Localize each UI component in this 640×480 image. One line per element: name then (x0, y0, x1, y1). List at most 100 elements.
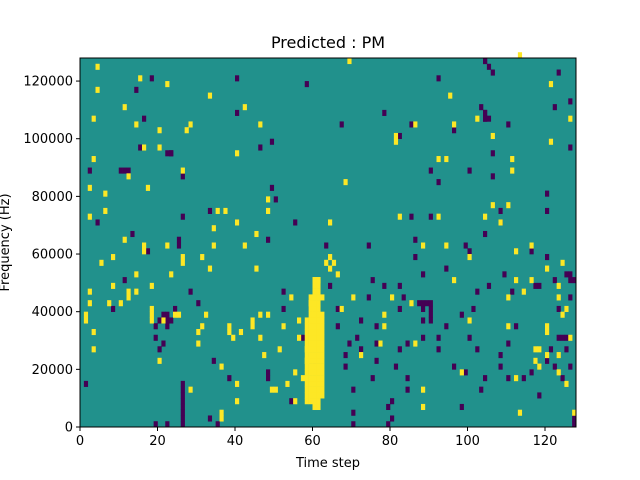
high-value-cell (324, 259, 329, 266)
high-value-cell (126, 173, 131, 180)
low-value-cell (180, 421, 185, 428)
low-value-cell (397, 305, 402, 312)
low-value-cell (548, 346, 554, 353)
high-value-cell (87, 213, 92, 220)
high-value-cell (254, 230, 259, 238)
high-value-cell (304, 340, 309, 347)
low-value-cell (452, 127, 457, 134)
high-value-cell (316, 300, 321, 307)
high-value-cell (304, 386, 309, 393)
x-tick-label: 100 (455, 434, 480, 449)
high-value-cell (227, 328, 232, 336)
high-value-cell (308, 375, 313, 382)
high-value-cell (514, 375, 519, 382)
high-value-cell (312, 311, 317, 318)
low-value-cell (370, 375, 375, 382)
high-value-cell (308, 398, 313, 405)
heatmap-cells (83, 52, 577, 428)
high-value-cell (320, 334, 325, 341)
high-value-cell (138, 75, 143, 82)
y-tick-label: 120000 (23, 75, 73, 90)
low-value-cell (529, 248, 534, 255)
chart-title: Predicted : PM (271, 33, 385, 52)
high-value-cell (308, 305, 313, 312)
high-value-cell (91, 115, 96, 122)
high-value-cell (421, 403, 426, 411)
high-value-cell (316, 346, 321, 353)
high-value-cell (277, 346, 282, 353)
x-tick-label: 20 (149, 434, 166, 449)
high-value-cell (308, 294, 313, 301)
high-value-cell (142, 242, 147, 249)
low-value-cell (537, 392, 542, 399)
high-value-cell (312, 369, 317, 376)
high-value-cell (173, 311, 178, 318)
low-value-cell (428, 317, 433, 324)
high-value-cell (312, 334, 317, 341)
low-value-cell (118, 167, 123, 174)
low-value-cell (452, 363, 457, 370)
high-value-cell (490, 132, 495, 140)
low-value-cell (436, 179, 441, 186)
high-value-cell (308, 334, 313, 341)
low-value-cell (382, 282, 387, 289)
high-value-cell (266, 196, 271, 203)
low-value-cell (142, 115, 147, 122)
low-value-cell (300, 334, 306, 341)
low-value-cell (180, 213, 185, 220)
low-value-cell (483, 375, 488, 382)
low-value-cell (355, 334, 360, 341)
low-value-cell (281, 288, 286, 295)
low-value-cell (479, 386, 484, 393)
high-value-cell (258, 311, 263, 318)
low-value-cell (153, 334, 158, 341)
high-value-cell (293, 369, 298, 376)
high-value-cell (328, 265, 333, 272)
high-value-cell (304, 398, 309, 405)
high-value-cell (320, 340, 325, 347)
high-value-cell (537, 346, 542, 353)
low-value-cell (122, 167, 127, 174)
low-value-cell (87, 167, 92, 174)
low-value-cell (180, 415, 185, 422)
low-value-cell (545, 190, 550, 197)
low-value-cell (266, 375, 271, 382)
low-value-cell (180, 409, 185, 416)
high-value-cell (308, 300, 313, 307)
high-value-cell (308, 363, 313, 370)
high-value-cell (87, 300, 92, 307)
high-value-cell (548, 138, 554, 145)
high-value-cell (165, 81, 170, 88)
low-value-cell (157, 346, 162, 353)
high-value-cell (312, 300, 317, 307)
low-value-cell (479, 104, 484, 111)
high-value-cell (490, 202, 495, 209)
high-value-cell (293, 398, 298, 405)
high-value-cell (103, 207, 108, 214)
low-value-cell (95, 219, 100, 226)
low-value-cell (428, 305, 433, 312)
low-value-cell (428, 300, 433, 307)
low-value-cell (165, 311, 170, 318)
high-value-cell (316, 375, 321, 382)
high-value-cell (397, 213, 402, 220)
high-value-cell (545, 265, 550, 272)
low-value-cell (483, 109, 488, 116)
high-value-cell (227, 323, 232, 330)
high-value-cell (235, 380, 240, 387)
high-value-cell (421, 242, 426, 249)
high-value-cell (467, 254, 472, 261)
high-value-cell (304, 369, 309, 376)
low-value-cell (211, 357, 216, 364)
high-value-cell (312, 392, 317, 399)
high-value-cell (320, 392, 325, 399)
high-value-cell (510, 156, 515, 163)
low-value-cell (459, 403, 464, 411)
low-value-cell (409, 121, 414, 128)
high-value-cell (204, 311, 209, 318)
low-value-cell (351, 409, 356, 416)
high-value-cell (335, 271, 340, 278)
high-value-cell (169, 271, 174, 278)
low-value-cell (122, 277, 127, 284)
high-value-cell (328, 254, 333, 261)
